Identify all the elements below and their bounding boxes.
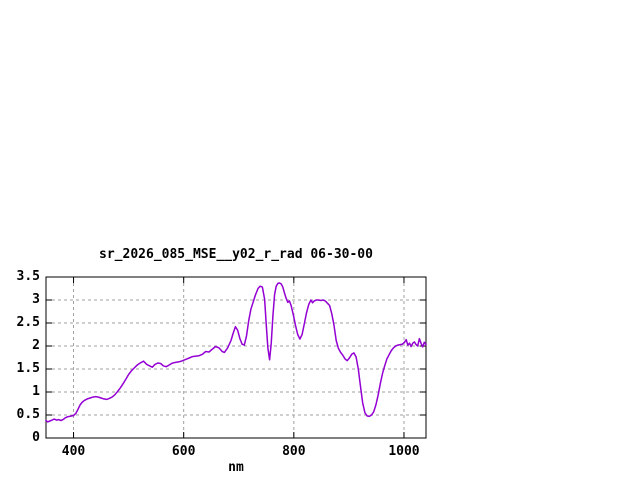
- y-tick-label: 1.5: [16, 361, 40, 376]
- plot-border: [45, 276, 427, 439]
- y-tick-label: 3: [32, 292, 40, 307]
- x-tick-label: 800: [282, 444, 306, 459]
- y-tick-label: 0: [32, 430, 40, 445]
- y-tick-label: 2: [32, 338, 40, 353]
- x-tick-label: 600: [171, 444, 196, 459]
- y-tick-label: 1: [32, 384, 40, 399]
- x-axis-title: nm: [228, 460, 244, 475]
- data-line: [45, 282, 427, 423]
- chart-title: sr_2026_085_MSE__y02_r_rad 06-30-00: [99, 247, 373, 262]
- y-tick-label: 0.5: [16, 407, 40, 422]
- x-tick-label: 1000: [388, 444, 420, 459]
- y-tick-label: 2.5: [16, 315, 40, 330]
- x-tick-label: 400: [61, 444, 86, 459]
- y-tick-label: 3.5: [16, 269, 40, 284]
